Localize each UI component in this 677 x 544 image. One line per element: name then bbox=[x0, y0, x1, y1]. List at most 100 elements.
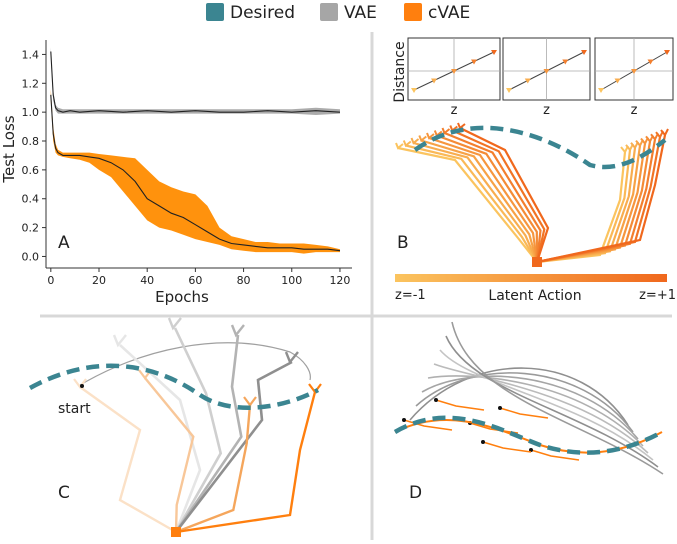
desired-trajectory bbox=[413, 125, 667, 170]
legend-label-desired: Desired bbox=[230, 3, 295, 23]
vae-gripper bbox=[230, 324, 245, 338]
y-tick-label: 0.0 bbox=[22, 250, 40, 263]
y-tick-label: 0.4 bbox=[22, 193, 40, 206]
vae-trajectory bbox=[433, 363, 649, 454]
vae-trajectory bbox=[409, 367, 629, 426]
legend-label-cvae: cVAE bbox=[428, 3, 470, 23]
vae-arm bbox=[119, 344, 202, 533]
y-tick-label: 0.2 bbox=[22, 222, 40, 235]
vae-trajectory bbox=[415, 372, 634, 433]
desired-trajectory bbox=[393, 415, 664, 455]
mean-line-cvae bbox=[50, 94, 341, 252]
y-tick-label: 0.8 bbox=[22, 135, 40, 148]
gripper bbox=[655, 130, 664, 139]
gripper bbox=[457, 122, 466, 130]
arm-left bbox=[397, 146, 538, 263]
start-marker bbox=[80, 384, 84, 388]
x-tick-label: 0 bbox=[47, 274, 54, 287]
panel-c-comparison: start C bbox=[28, 317, 322, 537]
inset-marker bbox=[506, 88, 512, 93]
arm-left bbox=[451, 129, 546, 263]
gripper bbox=[635, 139, 644, 148]
inset-xlabel: z bbox=[631, 103, 638, 118]
arm-left bbox=[459, 127, 550, 263]
vae-trajectory bbox=[451, 321, 664, 475]
gripper bbox=[640, 137, 649, 146]
band-vae bbox=[50, 47, 341, 116]
latent-action-colorbar bbox=[395, 274, 667, 282]
vae-trajectory bbox=[439, 349, 654, 461]
inset-marker bbox=[471, 59, 477, 65]
arm-left bbox=[444, 131, 542, 263]
vae-arm bbox=[173, 327, 223, 533]
y-tick-label: 1.0 bbox=[22, 106, 40, 119]
start-annotation: start bbox=[58, 401, 91, 417]
inset-marker bbox=[543, 69, 550, 74]
panel-label-c: C bbox=[58, 483, 70, 503]
x-tick-label: 80 bbox=[237, 274, 251, 287]
inset-marker bbox=[524, 78, 531, 84]
panel-b-arm-trajectories: Distance B z=-1 Latent Action z=+1 z z z bbox=[392, 37, 676, 304]
vae-gripper bbox=[167, 317, 182, 331]
gripper bbox=[418, 135, 427, 143]
cvae-arm bbox=[175, 404, 252, 534]
cvae-gripper bbox=[243, 396, 257, 407]
cvae-arm bbox=[79, 386, 177, 534]
inset-marker bbox=[431, 78, 437, 84]
gripper bbox=[395, 142, 404, 150]
legend: Desired VAE cVAE bbox=[206, 3, 470, 23]
y-tick-label: 0.6 bbox=[22, 164, 40, 177]
gripper bbox=[620, 145, 629, 154]
arm-left bbox=[413, 141, 539, 263]
inset-marker bbox=[581, 50, 587, 55]
inset-marker bbox=[647, 59, 654, 65]
y-axis-label: Test Loss bbox=[0, 115, 18, 183]
panel-d-trajectories: D bbox=[393, 321, 664, 503]
cvae-arm bbox=[144, 377, 195, 533]
cvae-segment bbox=[482, 441, 532, 453]
inset-marker bbox=[631, 69, 637, 74]
inset-marker bbox=[451, 69, 457, 74]
arm-left bbox=[428, 136, 539, 263]
gripper bbox=[625, 143, 634, 152]
mean-line-vae bbox=[50, 51, 341, 113]
x-tick-label: 120 bbox=[329, 274, 350, 287]
legend-label-vae: VAE bbox=[344, 3, 377, 23]
gripper bbox=[402, 140, 412, 148]
gripper bbox=[645, 134, 654, 144]
inset-marker bbox=[664, 50, 670, 55]
x-axis-label: Epochs bbox=[155, 288, 209, 306]
vae-endpoint-arc bbox=[79, 342, 311, 386]
cvae-segment bbox=[499, 407, 549, 419]
inset-marker bbox=[491, 50, 497, 55]
legend-swatch-cvae bbox=[404, 3, 422, 21]
arm-left bbox=[436, 134, 539, 263]
start-point bbox=[402, 418, 406, 422]
gripper bbox=[441, 127, 451, 135]
x-tick-label: 40 bbox=[140, 274, 154, 287]
start-point bbox=[529, 448, 533, 452]
x-tick-label: 60 bbox=[188, 274, 202, 287]
arm-left bbox=[405, 144, 538, 263]
cvae-segment bbox=[469, 422, 519, 434]
inset-ylabel: Distance bbox=[392, 41, 408, 102]
x-tick-label: 100 bbox=[281, 274, 302, 287]
panel-label-b: B bbox=[397, 233, 409, 253]
gripper bbox=[660, 128, 669, 137]
cvae-segment bbox=[435, 399, 485, 411]
vae-trajectory bbox=[427, 375, 644, 447]
gripper bbox=[426, 132, 435, 140]
cvae-segment bbox=[530, 449, 580, 461]
panel-label-a: A bbox=[58, 233, 70, 253]
start-point bbox=[481, 440, 485, 444]
band-cvae bbox=[50, 89, 341, 254]
panel-label-d: D bbox=[409, 483, 422, 503]
vae-arm bbox=[174, 360, 293, 533]
legend-swatch-vae bbox=[320, 3, 338, 21]
cvae-trajectory bbox=[394, 419, 663, 454]
y-tick-label: 1.2 bbox=[22, 77, 40, 90]
inset-xlabel: z bbox=[543, 103, 550, 118]
gripper bbox=[410, 137, 420, 145]
vae-gripper bbox=[112, 334, 127, 348]
